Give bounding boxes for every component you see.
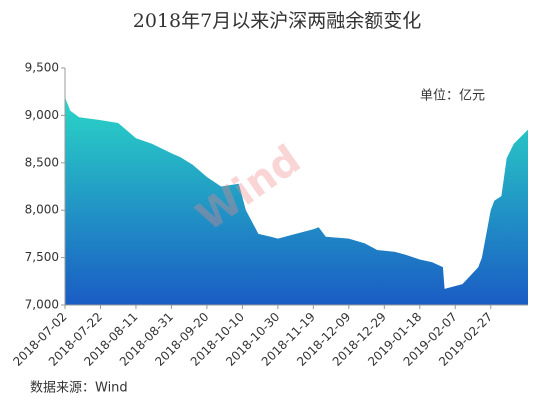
unit-label: 单位：亿元 [420, 89, 485, 104]
chart-title: 2018年7月以来沪深两融余额变化 [133, 10, 421, 32]
area [65, 97, 528, 306]
source: 数据来源：Wind [30, 381, 128, 396]
y-tick-label: 8,000 [25, 203, 59, 217]
y-tick-label: 7,500 [25, 250, 59, 264]
y-tick-label: 9,000 [25, 108, 59, 122]
y-tick-label: 8,500 [25, 155, 59, 169]
y-tick-label: 9,500 [25, 61, 59, 75]
y-tick-label: 7,000 [25, 298, 59, 312]
